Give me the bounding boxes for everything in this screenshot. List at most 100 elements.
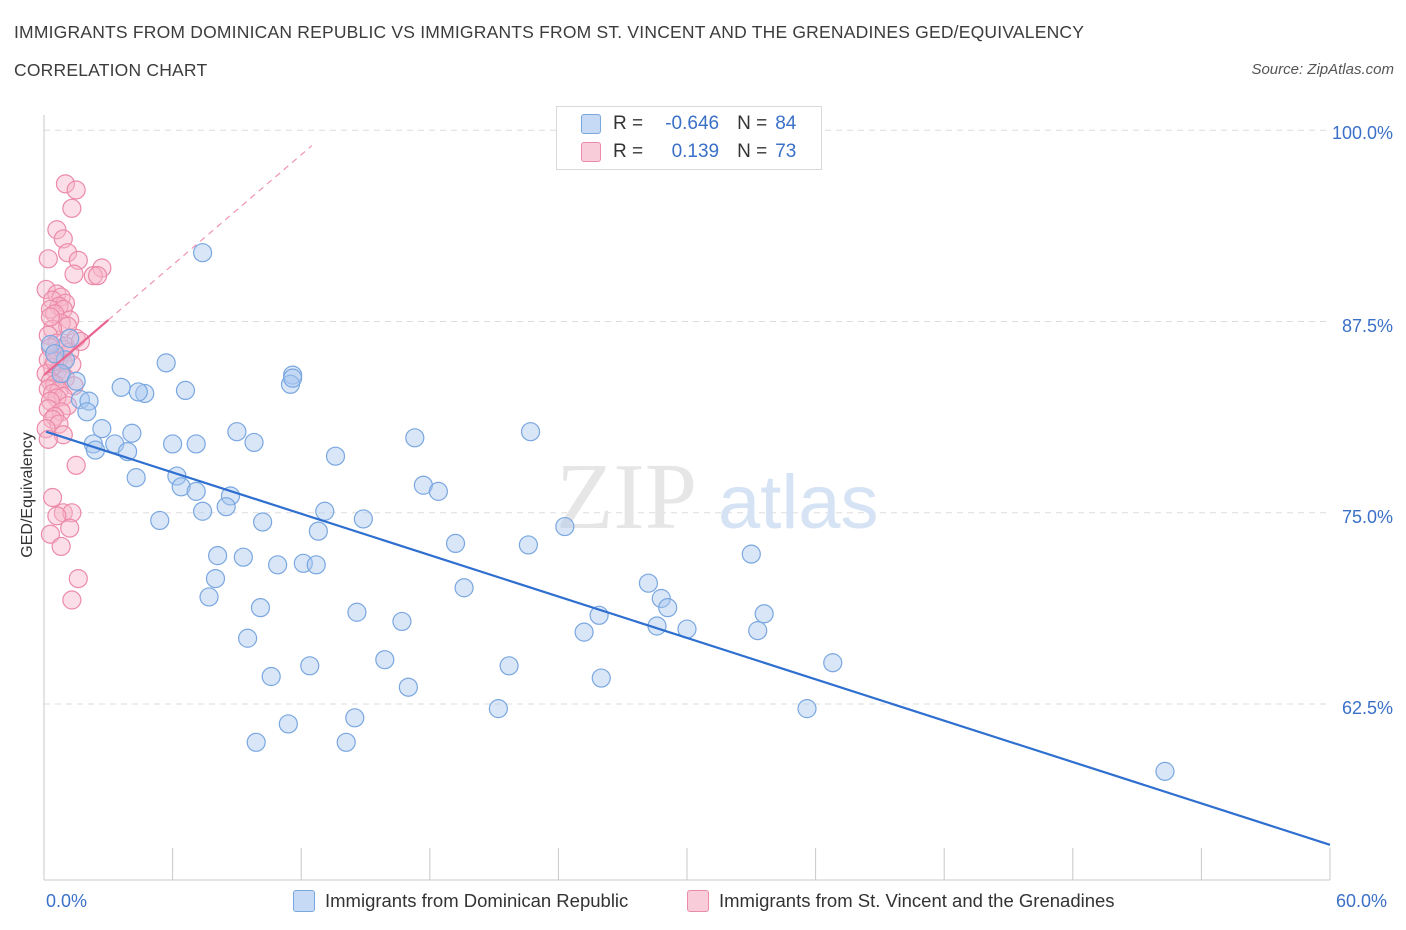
legend-r-label: R = <box>613 141 644 162</box>
data-point-blue <box>128 382 148 402</box>
data-point-blue <box>315 501 335 521</box>
legend-n-label: N = <box>737 141 768 162</box>
data-point-blue <box>555 516 575 537</box>
data-point-blue <box>163 434 183 454</box>
data-point-blue <box>208 546 228 566</box>
x-tick-label-max: 60.0% <box>1336 891 1388 911</box>
trend-line-pink-extension <box>107 145 313 321</box>
data-point-blue <box>428 481 448 501</box>
y-tick-label-100: 100.0% <box>1331 123 1393 143</box>
data-point-pink <box>60 518 80 538</box>
data-point-blue <box>205 568 226 589</box>
trend-line-blue <box>45 430 1331 846</box>
data-point-blue <box>150 510 170 531</box>
data-point-blue <box>233 547 253 567</box>
data-point-pink <box>83 266 103 286</box>
legend-row-pink: R = 0.139 N = 73 <box>581 140 796 164</box>
data-point-pink <box>40 524 61 544</box>
series-name-blue: Immigrants from Dominican Republic <box>325 890 629 911</box>
data-point-blue <box>216 497 236 517</box>
data-point-blue <box>122 423 142 443</box>
data-point-pink <box>66 455 86 475</box>
data-point-blue <box>193 243 213 263</box>
data-point-blue <box>445 533 466 554</box>
data-point-blue <box>238 628 258 648</box>
data-point-blue <box>518 535 538 555</box>
data-point-blue <box>300 656 320 676</box>
data-point-blue <box>126 468 146 488</box>
data-point-blue <box>156 353 176 373</box>
grid-lines <box>44 129 1330 705</box>
series-swatch-pink <box>687 890 709 912</box>
y-tick-label-87-5: 87.5% <box>1341 316 1393 336</box>
data-point-blue <box>92 419 112 439</box>
data-point-pink <box>62 590 82 610</box>
data-point-blue <box>748 621 768 641</box>
data-point-blue <box>306 555 326 575</box>
data-point-blue <box>499 656 519 676</box>
legend-row-blue: R = -0.646 N = 84 <box>581 112 796 136</box>
data-point-blue <box>283 368 303 388</box>
data-point-pink <box>55 174 76 194</box>
data-point-pink <box>47 506 67 526</box>
data-point-blue <box>77 402 97 422</box>
blue-series-points <box>40 243 1175 781</box>
correlation-legend: R = -0.646 N = 84 R = 0.139 N = 73 <box>556 106 822 170</box>
data-point-pink <box>36 279 56 300</box>
data-point-blue <box>520 422 541 442</box>
data-point-blue <box>392 611 412 632</box>
data-point-blue <box>253 512 273 532</box>
data-point-blue <box>66 371 86 391</box>
legend-r-label: R = <box>613 113 644 134</box>
data-point-blue <box>111 377 131 397</box>
data-point-pink <box>68 568 88 589</box>
data-point-pink <box>64 264 84 284</box>
data-point-pink <box>70 331 91 352</box>
data-point-blue <box>246 732 266 752</box>
data-point-blue <box>488 699 508 719</box>
data-point-pink <box>40 307 61 327</box>
data-point-blue <box>398 677 418 697</box>
data-point-blue <box>186 434 206 454</box>
data-point-blue <box>325 446 346 466</box>
data-point-blue <box>199 587 219 607</box>
pink-series-points <box>36 174 112 610</box>
data-point-blue <box>336 732 356 752</box>
y-tick-label-75: 75.0% <box>1341 507 1393 527</box>
x-tick-label-min: 0.0% <box>46 891 88 911</box>
data-point-pink <box>66 180 86 200</box>
chart-title-line2: CORRELATION CHART <box>14 60 208 80</box>
data-point-blue <box>40 334 61 355</box>
trend-line-pink <box>43 319 110 376</box>
data-point-blue <box>60 328 80 348</box>
data-point-blue <box>175 380 196 400</box>
legend-r-value: 0.139 <box>671 141 720 162</box>
data-point-blue <box>250 598 271 618</box>
data-point-blue <box>345 708 365 728</box>
data-point-blue <box>375 650 395 670</box>
data-point-blue <box>638 573 659 593</box>
data-point-blue <box>45 344 65 364</box>
data-point-pink <box>49 414 69 434</box>
data-point-pink <box>87 266 108 286</box>
watermark-zip: ZIP <box>556 445 697 549</box>
chart-title: IMMIGRANTS FROM DOMINICAN REPUBLIC VS IM… <box>14 22 1084 80</box>
data-point-pink <box>62 198 82 218</box>
data-point-pink <box>57 243 78 263</box>
legend-n-value: 73 <box>775 141 797 162</box>
legend-n-label: N = <box>737 113 768 134</box>
data-point-blue <box>405 428 425 448</box>
data-point-blue <box>51 363 71 384</box>
data-point-pink <box>42 487 63 508</box>
legend-swatch-blue <box>581 114 601 134</box>
data-point-blue <box>353 509 373 529</box>
data-point-blue <box>261 666 281 687</box>
data-point-blue <box>591 668 611 688</box>
trend-lines <box>43 145 1331 846</box>
series-legend-blue: Immigrants from Dominican Republic <box>293 890 628 912</box>
data-point-blue <box>658 598 678 618</box>
legend-swatch-pink <box>581 142 601 162</box>
y-tick-label-62-5: 62.5% <box>1341 698 1393 718</box>
data-point-pink <box>38 249 58 269</box>
